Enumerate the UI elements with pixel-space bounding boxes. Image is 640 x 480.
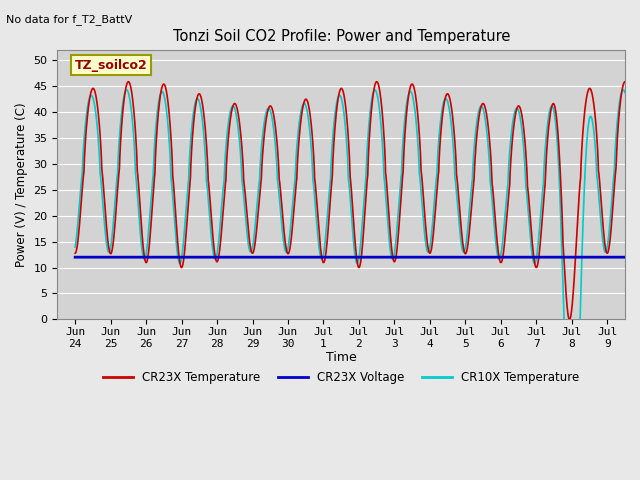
Title: Tonzi Soil CO2 Profile: Power and Temperature: Tonzi Soil CO2 Profile: Power and Temper… [173, 29, 510, 44]
Text: TZ_soilco2: TZ_soilco2 [74, 59, 147, 72]
Legend: CR23X Temperature, CR23X Voltage, CR10X Temperature: CR23X Temperature, CR23X Voltage, CR10X … [99, 367, 584, 389]
Y-axis label: Power (V) / Temperature (C): Power (V) / Temperature (C) [15, 102, 28, 267]
Text: No data for f_T2_BattV: No data for f_T2_BattV [6, 14, 132, 25]
X-axis label: Time: Time [326, 351, 356, 364]
